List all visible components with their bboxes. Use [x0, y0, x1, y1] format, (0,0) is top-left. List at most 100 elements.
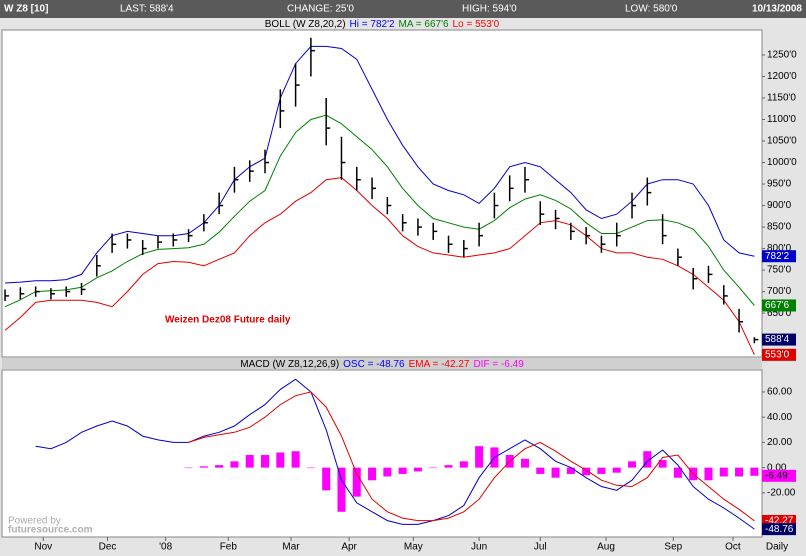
value-tag — [762, 250, 796, 263]
y-tick-label: 20.00 — [767, 437, 792, 448]
value-tag-label: 553'0 — [765, 349, 790, 360]
watermark: futuresource.com — [8, 525, 93, 536]
histogram-bar — [322, 467, 331, 491]
histogram-bar — [597, 467, 606, 474]
header-bar — [0, 0, 806, 18]
x-tick-label: Feb — [220, 542, 238, 553]
y-tick-label: 850'0 — [767, 222, 792, 233]
y-tick-label: 1050'0 — [767, 136, 797, 147]
histogram-bar — [245, 455, 254, 468]
histogram-bar — [337, 467, 346, 512]
y-tick-label: 60.00 — [767, 387, 792, 398]
y-tick-label: 1150'0 — [767, 93, 796, 104]
histogram-bar — [199, 466, 208, 468]
legend-entry: DIF = -6.49 — [473, 359, 524, 370]
y-tick-label: 1250'0 — [767, 50, 797, 61]
value-tag-label: 782'2 — [765, 251, 790, 262]
value-tag-label: 667'6 — [765, 300, 790, 311]
x-unit: Daily — [766, 542, 788, 553]
x-tick-label: Oct — [725, 542, 741, 553]
bollinger-band — [4, 114, 755, 308]
legend-entry: EMA = -42.27 — [409, 359, 470, 370]
histogram-bar — [261, 455, 270, 468]
x-tick-label: Apr — [341, 542, 357, 553]
legend-entry: Lo = 553'0 — [453, 19, 500, 30]
histogram-bar — [566, 467, 575, 474]
histogram-bar — [475, 446, 484, 468]
y-tick-label: 950'0 — [767, 179, 792, 190]
y-tick-label: 1100'0 — [767, 114, 796, 125]
x-tick-label: Aug — [597, 542, 615, 553]
histogram-bar — [230, 461, 239, 468]
x-tick-label: '08 — [159, 542, 172, 553]
price-panel — [1, 29, 763, 358]
macd-panel — [1, 369, 763, 538]
high: HIGH: 594'0 — [462, 4, 517, 15]
histogram-bar — [673, 467, 682, 478]
value-tag-label: -42.27 — [765, 516, 794, 527]
value-tag-label: -48.76 — [765, 524, 794, 535]
value-tag — [762, 348, 796, 361]
x-tick-label: Sep — [664, 542, 682, 553]
legend: MACD (W Z8,12,26,9) OSC = -48.76 EMA = -42… — [240, 359, 524, 370]
histogram-bar — [719, 467, 728, 477]
bollinger-band — [4, 177, 755, 356]
symbol: W Z8 [10] — [4, 4, 48, 15]
annotation: Weizen Dez08 Future daily — [165, 315, 291, 326]
value-tag — [762, 523, 796, 536]
histogram-bar — [215, 465, 224, 468]
x-tick-label: Jun — [471, 542, 487, 553]
histogram-bar — [276, 452, 285, 468]
histogram-bar — [536, 467, 545, 474]
bollinger-band — [5, 45, 755, 284]
y-tick-label: 800'0 — [767, 243, 792, 254]
histogram-bar — [658, 460, 667, 468]
macd-line — [188, 391, 755, 522]
histogram-bar — [520, 458, 529, 468]
histogram-bar — [291, 451, 300, 468]
value-tag — [762, 469, 796, 482]
low: LOW: 580'0 — [625, 4, 678, 15]
x-tick-label: Dec — [99, 542, 117, 553]
histogram-bar — [459, 461, 468, 468]
y-tick-label: 1200'0 — [767, 71, 797, 82]
value-tag — [762, 299, 796, 312]
histogram-bar — [628, 461, 637, 468]
value-tag-label: -6.49 — [765, 470, 788, 481]
legend-entry: MACD (W Z8,12,26,9) — [240, 359, 339, 370]
histogram-bar — [704, 467, 713, 481]
date: 10/13/2008 — [752, 4, 802, 15]
histogram-bar — [352, 467, 361, 497]
histogram-bar — [750, 467, 759, 476]
x-tick-label: May — [404, 542, 423, 553]
y-tick-label: 40.00 — [767, 412, 792, 423]
histogram-bar — [582, 467, 591, 476]
histogram-bar — [735, 467, 744, 477]
x-tick-label: Nov — [34, 542, 52, 553]
histogram-bar — [413, 467, 422, 472]
y-tick-label: -20.00 — [767, 487, 796, 498]
histogram-bar — [398, 467, 407, 474]
last: LAST: 588'4 — [120, 4, 174, 15]
histogram-bar — [184, 467, 193, 469]
x-tick-label: Mar — [282, 542, 300, 553]
y-tick-label: 650'0 — [767, 308, 792, 319]
histogram-bar — [429, 467, 438, 469]
change: CHANGE: 25'0 — [287, 4, 354, 15]
legend-entry: Hi = 782'2 — [350, 19, 395, 30]
legend-entry: BOLL (W Z8,20,2) — [265, 19, 346, 30]
legend: BOLL (W Z8,20,2) Hi = 782'2 MA = 667'6 Lo =… — [265, 19, 500, 30]
histogram-bar — [306, 467, 315, 469]
value-tag — [762, 333, 796, 346]
histogram-bar — [444, 465, 453, 468]
value-tag-label: 588'4 — [765, 334, 790, 345]
histogram-bar — [643, 451, 652, 468]
macd-line — [35, 378, 755, 530]
histogram-bar — [383, 467, 392, 477]
histogram-bar — [612, 467, 621, 473]
y-tick-label: 900'0 — [767, 200, 792, 211]
x-tick-label: Jul — [534, 542, 547, 553]
legend-entry: OSC = -48.76 — [343, 359, 405, 370]
